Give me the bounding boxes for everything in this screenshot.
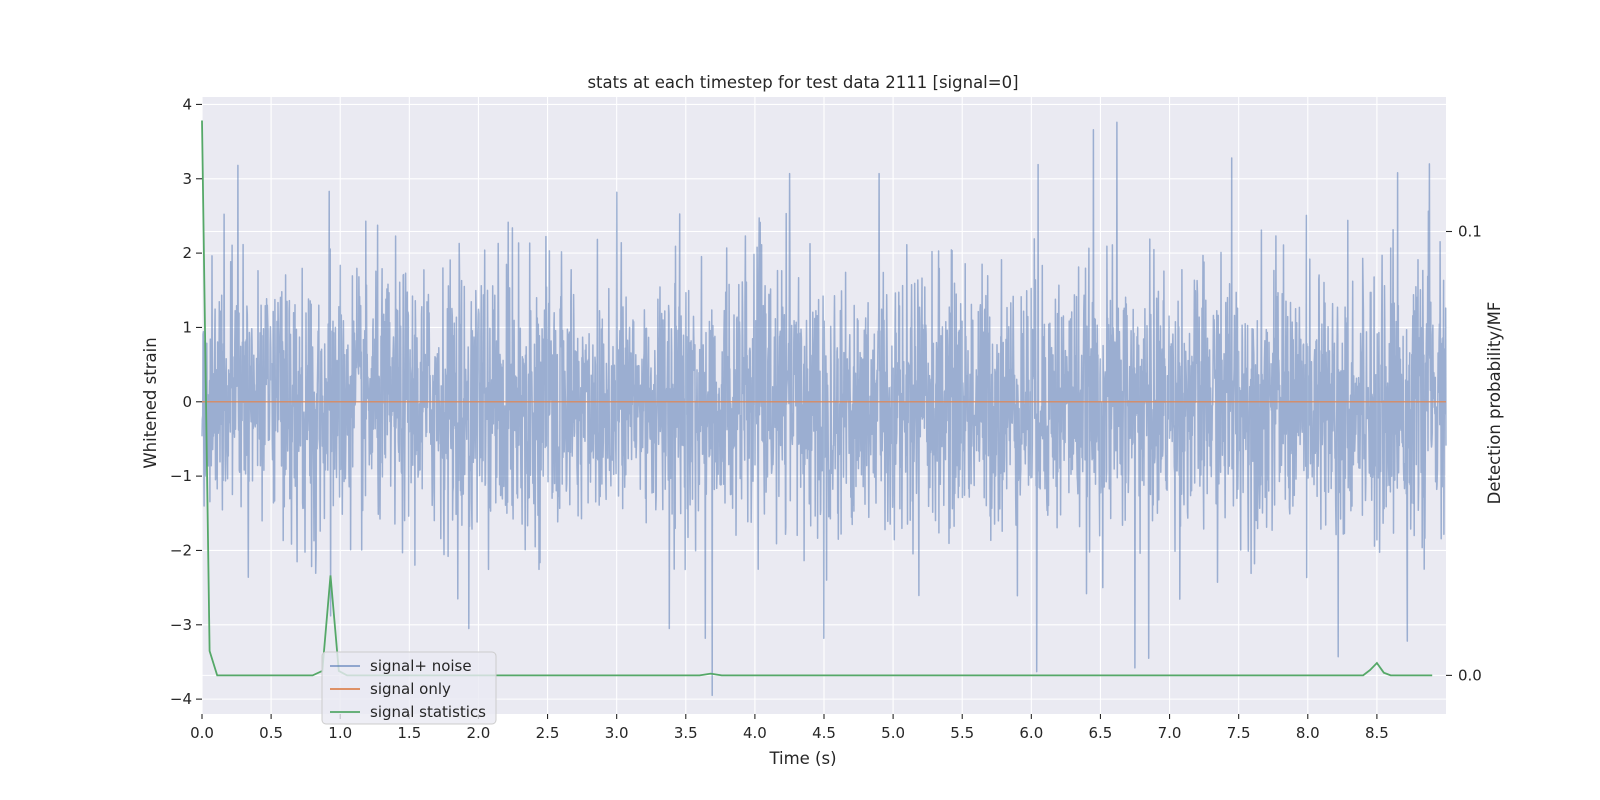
x-tick-label: 8.5 <box>1365 724 1389 742</box>
x-tick-label: 1.5 <box>397 724 421 742</box>
x-tick-label: 4.0 <box>743 724 767 742</box>
y2-axis-ticks: 0.0 0.1 <box>1446 222 1482 684</box>
legend-item: signal only <box>330 680 451 698</box>
y-tick-label: 1 <box>182 318 192 336</box>
y2-axis-title: Detection probability/MF <box>1485 302 1504 505</box>
y-tick-label: −1 <box>170 467 192 485</box>
x-tick-label: 8.0 <box>1296 724 1320 742</box>
x-tick-label: 2.5 <box>536 724 560 742</box>
y-tick-label: 2 <box>182 244 192 262</box>
y-tick-label: −2 <box>170 541 192 559</box>
legend: signal+ noise signal only signal statistic… <box>321 651 497 725</box>
x-tick-label: 1.0 <box>328 724 352 742</box>
y-axis-ticks: −4 −3 −2 −1 0 1 2 3 4 <box>170 95 202 708</box>
x-axis-ticks: 0.0 0.5 1.0 1.5 2.0 2.5 3.0 3.5 4.0 4.5 5.0 5.5 6.0 6… <box>190 714 1389 742</box>
x-tick-label: 0.5 <box>259 724 283 742</box>
x-tick-label: 7.5 <box>1227 724 1251 742</box>
x-tick-label: 2.0 <box>467 724 491 742</box>
y-tick-label: 3 <box>182 170 192 188</box>
y-tick-label: 0 <box>182 393 192 411</box>
x-tick-label: 5.5 <box>950 724 974 742</box>
y2-tick-label: 0.0 <box>1458 666 1482 684</box>
y-tick-label: −4 <box>170 690 192 708</box>
legend-item: signal statistics <box>330 703 486 721</box>
x-tick-label: 3.0 <box>605 724 629 742</box>
x-tick-label: 7.0 <box>1158 724 1182 742</box>
x-tick-label: 5.0 <box>881 724 905 742</box>
x-tick-label: 4.5 <box>812 724 836 742</box>
x-tick-label: 3.5 <box>674 724 698 742</box>
chart-title: stats at each timestep for test data 211… <box>587 73 1018 92</box>
legend-label: signal+ noise <box>370 657 472 675</box>
y-tick-label: −3 <box>170 616 192 634</box>
legend-box <box>321 651 497 725</box>
y2-tick-label: 0.1 <box>1458 222 1482 240</box>
series-signal-statistics <box>201 120 1433 677</box>
y-tick-label: 4 <box>182 95 192 113</box>
x-axis-title: Time (s) <box>768 749 836 768</box>
legend-label: signal statistics <box>370 703 486 721</box>
x-tick-label: 6.5 <box>1089 724 1113 742</box>
legend-label: signal only <box>370 680 451 698</box>
y-axis-title: Whitened strain <box>141 337 160 468</box>
series-layer <box>201 120 1447 697</box>
x-tick-label: 0.0 <box>190 724 214 742</box>
series-signal-noise <box>201 121 1447 697</box>
legend-item: signal+ noise <box>330 657 472 675</box>
x-tick-label: 6.0 <box>1019 724 1043 742</box>
